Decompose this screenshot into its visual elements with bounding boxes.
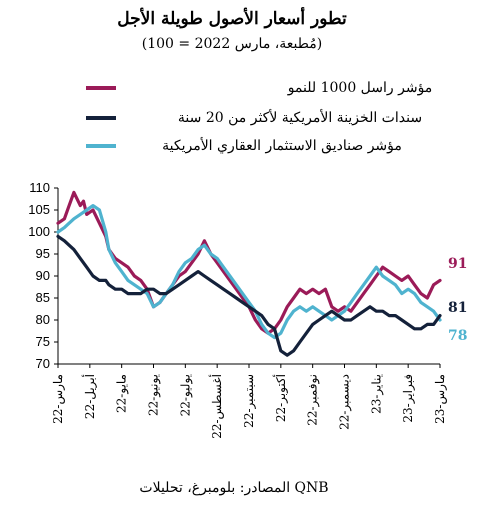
x-tick-label: نوفمبر-22 [306,374,320,426]
legend-label-treasury: سندات الخزينة الأمريكية لأكثر من 20 سنة [178,108,422,126]
legend-label-growth: مؤشر راسل 1000 للنمو [287,80,433,96]
x-tick-label: يونيو-22 [147,374,161,416]
x-tick-label: أبريل-22 [82,374,97,419]
y-tick-label: 80 [36,312,50,327]
reit-line [56,204,442,340]
x-tick-label: ديسمبر-22 [338,374,352,430]
legend-label-reit: مؤشر صناديق الاستثمار العقاري الأمريكية [162,136,402,154]
x-tick-label: يناير-23 [369,374,383,414]
chart-source: المصادر: بلومبرغ، تحليلات QNB [139,480,328,496]
y-tick-label: 95 [36,246,50,261]
treasury-line [56,234,442,357]
y-tick-label: 90 [36,268,50,283]
end-label-treasury: 81 [448,300,467,316]
y-tick-label: 75 [36,334,50,349]
chart-title: تطور أسعار الأصول طويلة الأجل [117,6,347,29]
legend: مؤشر راسل 1000 للنمو سندات الخزينة الأمر… [86,80,432,154]
x-tick-label: أكتوبر-22 [273,374,288,422]
chart-subtitle: (مُطبعة، مارس 2022 = 100) [142,36,322,52]
x-tick-label: سبتمبر-22 [242,374,256,428]
y-tick-label: 100 [28,224,50,239]
y-tick-label: 70 [36,356,50,371]
y-tick-label: 105 [28,202,50,217]
x-tick-label: مارس-23 [433,374,447,424]
x-tick-label: أغسطس-22 [209,374,224,439]
y-tick-label: 85 [36,290,50,305]
y-tick-label: 110 [29,180,50,195]
x-tick-label: مارس-22 [51,374,65,424]
end-labels: 91 81 78 [448,256,467,344]
end-label-reit: 78 [448,328,467,344]
x-tick-label: يوليو-22 [178,374,192,416]
x-tick-label: فبراير-23 [401,374,415,423]
x-tick-label: مايو-22 [115,374,129,413]
series-lines [56,190,442,357]
end-label-growth: 91 [448,256,467,272]
y-ticks: 70 75 80 85 90 95 100 105 110 [28,180,58,371]
x-ticks: مارس-22 أبريل-22 مايو-22 يونيو-22 يوليو-22 أغ… [51,364,447,439]
